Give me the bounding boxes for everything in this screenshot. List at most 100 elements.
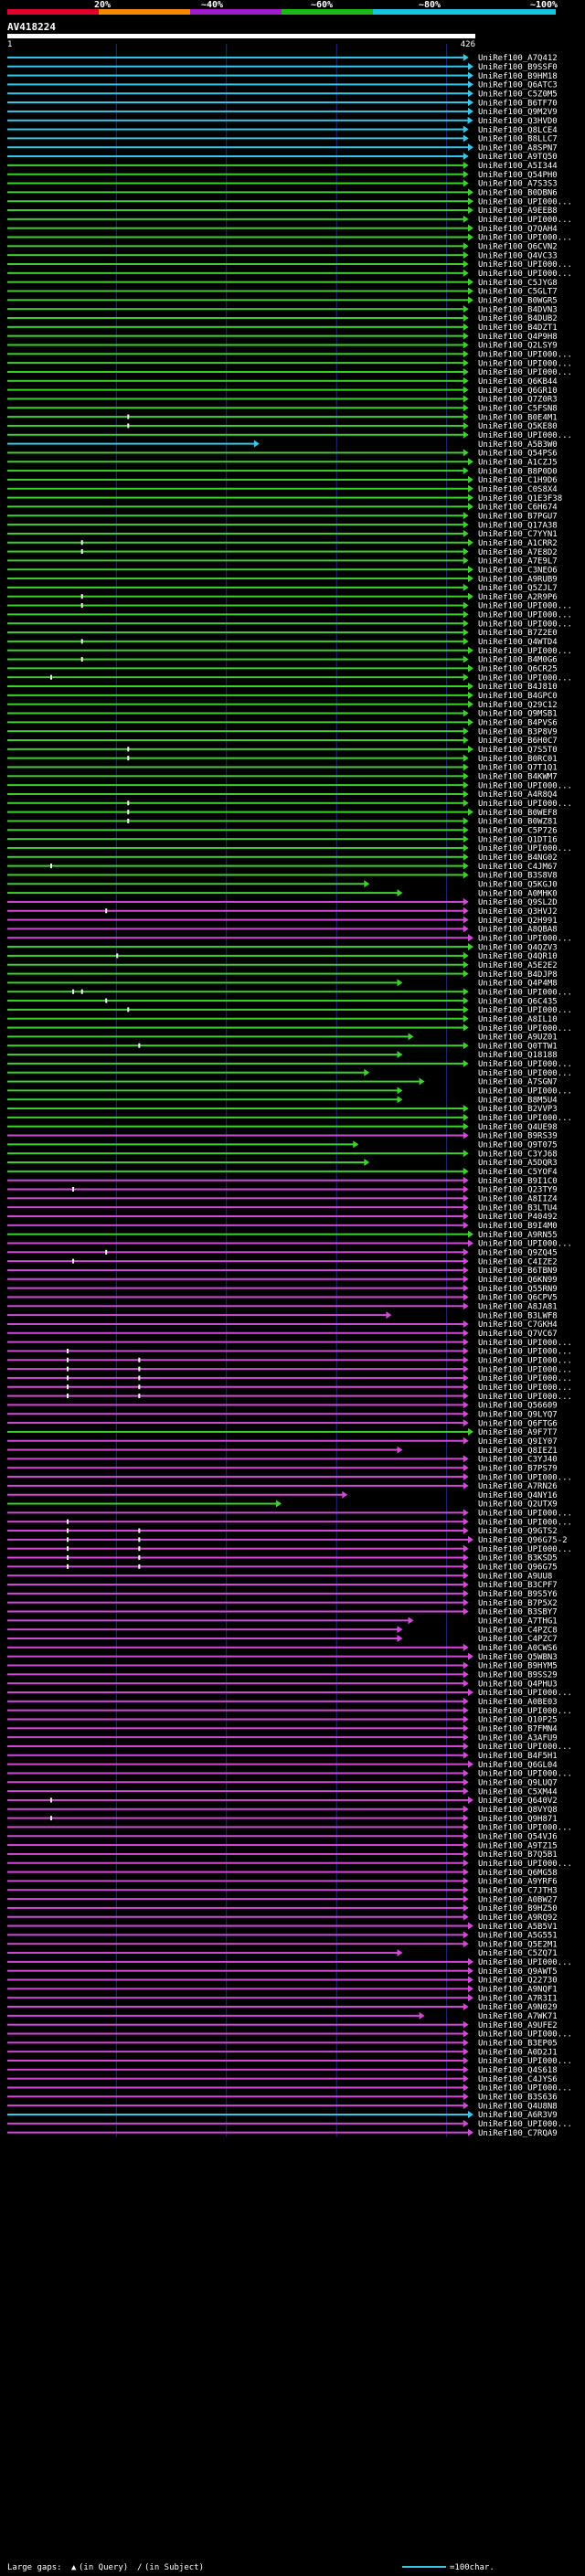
hit-row[interactable]: UniRef100_A8SPN7	[7, 143, 558, 153]
hit-bar[interactable]	[7, 1744, 464, 1747]
hit-row[interactable]: UniRef100_UPI000...	[7, 367, 572, 377]
hit-bar[interactable]	[7, 2122, 464, 2125]
hit-row[interactable]: UniRef100_UPI000...	[7, 1823, 572, 1833]
hit-label[interactable]: UniRef100_A9YRF6	[478, 1878, 558, 1887]
hit-bar[interactable]	[7, 1906, 464, 1909]
hit-row[interactable]: UniRef100_Q7QAH4	[7, 224, 558, 234]
hit-bar[interactable]	[7, 855, 464, 858]
hit-row[interactable]: UniRef100_A0CWS6	[7, 1643, 558, 1653]
hit-label[interactable]: UniRef100_Q9GTS2	[478, 1527, 558, 1536]
hit-label[interactable]: UniRef100_Q4QZV3	[478, 943, 558, 952]
hit-bar[interactable]	[7, 1952, 399, 1955]
hit-bar[interactable]	[7, 1584, 464, 1586]
hit-bar[interactable]	[7, 424, 464, 427]
hit-bar[interactable]	[7, 1404, 464, 1406]
hit-label[interactable]: UniRef100_B3EP05	[478, 2040, 558, 2049]
hit-label[interactable]: UniRef100_Q29C12	[478, 701, 558, 710]
hit-row[interactable]: UniRef100_B4DUB2	[7, 313, 558, 323]
hit-bar[interactable]	[7, 1026, 464, 1029]
hit-row[interactable]: UniRef100_B4J810	[7, 683, 558, 692]
hit-row[interactable]: UniRef100_UPI000...	[7, 646, 572, 656]
hit-bar[interactable]	[7, 1988, 469, 1990]
hit-row[interactable]: UniRef100_A9NQF1	[7, 1985, 558, 1995]
hit-row[interactable]: UniRef100_Q4VC33	[7, 251, 558, 260]
hit-bar[interactable]	[7, 1017, 464, 1020]
hit-label[interactable]: UniRef100_C7GKH4	[478, 1320, 558, 1330]
hit-label[interactable]: UniRef100_UPI000...	[478, 351, 572, 360]
hit-bar[interactable]	[7, 1376, 464, 1379]
hit-row[interactable]: UniRef100_A5G551	[7, 1931, 558, 1941]
hit-label[interactable]: UniRef100_B6TF70	[478, 99, 558, 108]
hit-label[interactable]: UniRef100_B8P0D0	[478, 467, 558, 476]
hit-bar[interactable]	[7, 918, 464, 921]
hit-bar[interactable]	[7, 1807, 464, 1810]
hit-row[interactable]: UniRef100_Q9H871	[7, 1814, 558, 1824]
hit-label[interactable]: UniRef100_A9N029	[478, 2003, 558, 2012]
hit-label[interactable]: UniRef100_B3KSD5	[478, 1554, 558, 1564]
hit-label[interactable]: UniRef100_Q9H871	[478, 1815, 558, 1824]
hit-row[interactable]: UniRef100_Q5E2M1	[7, 1940, 558, 1949]
hit-label[interactable]: UniRef100_C4JYS6	[478, 2075, 558, 2084]
hit-bar[interactable]	[7, 1861, 464, 1864]
hit-bar[interactable]	[7, 2051, 464, 2053]
hit-row[interactable]: UniRef100_B4F5H1	[7, 1751, 558, 1761]
hit-row[interactable]: UniRef100_A9RN55	[7, 1230, 558, 1240]
hit-bar[interactable]	[7, 245, 464, 248]
hit-row[interactable]: UniRef100_A7RN26	[7, 1481, 558, 1491]
hit-label[interactable]: UniRef100_Q6CR25	[478, 665, 558, 674]
hit-label[interactable]: UniRef100_Q9ZQ45	[478, 1249, 558, 1258]
hit-bar[interactable]	[7, 595, 469, 598]
hit-row[interactable]: UniRef100_A7SGN7	[7, 1077, 558, 1087]
hit-row[interactable]: UniRef100_B7P5X2	[7, 1598, 558, 1608]
hit-bar[interactable]	[7, 721, 469, 724]
hit-row[interactable]: UniRef100_Q9T075	[7, 1140, 558, 1150]
hit-label[interactable]: UniRef100_UPI000...	[478, 1383, 572, 1393]
hit-label[interactable]: UniRef100_UPI000...	[478, 2120, 572, 2129]
hit-label[interactable]: UniRef100_B3LWF8	[478, 1311, 558, 1320]
hit-bar[interactable]	[7, 398, 464, 400]
hit-row[interactable]: UniRef100_C7GKH4	[7, 1320, 558, 1330]
hit-row[interactable]: UniRef100_Q9AWT5	[7, 1966, 558, 1977]
hit-label[interactable]: UniRef100_Q54PS6	[478, 450, 558, 459]
hit-bar[interactable]	[7, 1098, 399, 1101]
hit-bar[interactable]	[7, 1188, 464, 1191]
hit-bar[interactable]	[7, 1646, 464, 1648]
hit-label[interactable]: UniRef100_Q7QAH4	[478, 225, 558, 234]
hit-label[interactable]: UniRef100_A7Q412	[478, 54, 558, 63]
hit-bar[interactable]	[7, 1871, 464, 1873]
hit-label[interactable]: UniRef100_Q54VJ6	[478, 1832, 558, 1841]
hit-label[interactable]: UniRef100_A9EEB8	[478, 207, 558, 216]
hit-row[interactable]: UniRef100_UPI000...	[7, 350, 572, 360]
hit-row[interactable]: UniRef100_Q8VYQ8	[7, 1805, 558, 1815]
hit-bar[interactable]	[7, 604, 464, 607]
hit-label[interactable]: UniRef100_A8IIZ4	[478, 1195, 558, 1204]
hit-bar[interactable]	[7, 2095, 464, 2098]
hit-row[interactable]: UniRef100_B3S636	[7, 2093, 558, 2103]
hit-bar[interactable]	[7, 613, 464, 616]
hit-label[interactable]: UniRef100_UPI000...	[478, 1473, 572, 1482]
hit-row[interactable]: UniRef100_Q4NY16	[7, 1490, 558, 1500]
hit-bar[interactable]	[7, 1790, 464, 1793]
hit-row[interactable]: UniRef100_A7E8D2	[7, 547, 558, 557]
hit-label[interactable]: UniRef100_B3SBY7	[478, 1608, 558, 1617]
hit-label[interactable]: UniRef100_UPI000...	[478, 260, 572, 270]
hit-bar[interactable]	[7, 487, 469, 490]
hit-bar[interactable]	[7, 1054, 399, 1056]
hit-bar[interactable]	[7, 1673, 464, 1676]
hit-bar[interactable]	[7, 2023, 464, 2026]
hit-row[interactable]: UniRef100_B4KWM7	[7, 772, 558, 782]
hit-row[interactable]: UniRef100_Q4PHU3	[7, 1680, 558, 1689]
hit-label[interactable]: UniRef100_Q8VYQ8	[478, 1806, 558, 1815]
hit-bar[interactable]	[7, 1152, 464, 1155]
hit-label[interactable]: UniRef100_B9SS29	[478, 1671, 558, 1680]
hit-row[interactable]: UniRef100_Q4S618	[7, 2065, 558, 2075]
hit-bar[interactable]	[7, 928, 464, 930]
hit-row[interactable]: UniRef100_A6R3V9	[7, 2110, 558, 2120]
hit-bar[interactable]	[7, 2032, 464, 2035]
hit-bar[interactable]	[7, 631, 464, 634]
hit-row[interactable]: UniRef100_UPI000...	[7, 1383, 572, 1393]
hit-bar[interactable]	[7, 1385, 464, 1388]
hit-row[interactable]: UniRef100_UPI000...	[7, 1509, 572, 1519]
hit-row[interactable]: UniRef100_Q6ATC3	[7, 80, 558, 90]
hit-row[interactable]: UniRef100_UPI000...	[7, 233, 572, 243]
